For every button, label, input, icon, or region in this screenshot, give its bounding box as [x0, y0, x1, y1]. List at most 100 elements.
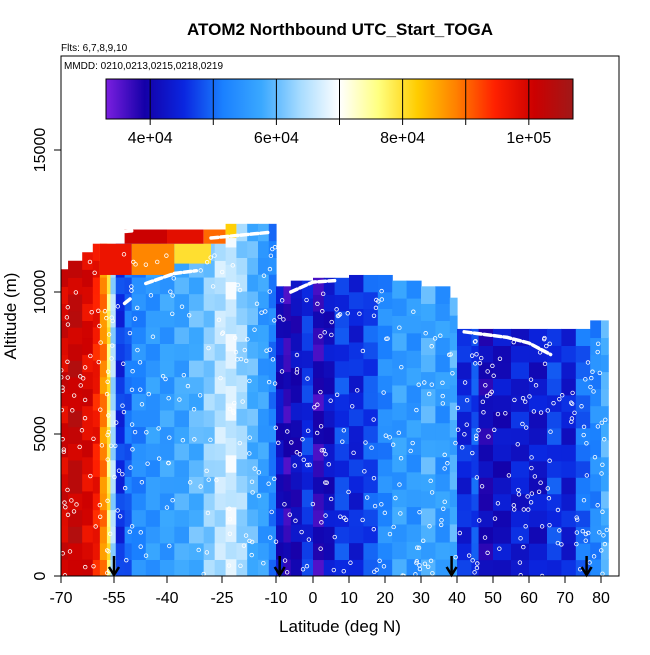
sample-dot	[417, 509, 422, 515]
sample-dot	[208, 437, 213, 443]
sample-dot	[428, 558, 434, 564]
heatmap-cell	[110, 443, 117, 461]
sample-dot	[520, 395, 526, 401]
heatmap-cell	[115, 459, 126, 477]
heatmap-cell	[590, 490, 602, 509]
heatmap-cell	[247, 374, 259, 393]
heatmap-cell	[145, 310, 161, 328]
heatmap-cell	[301, 489, 314, 508]
sample-dot	[528, 500, 534, 505]
heatmap-cell	[82, 558, 94, 576]
heatmap-cell	[529, 378, 548, 396]
heatmap-cell	[449, 541, 458, 560]
sample-dot	[320, 291, 326, 297]
sample-dot	[529, 455, 534, 460]
heatmap-cell	[68, 426, 83, 444]
sample-dot	[289, 440, 294, 445]
sample-dot	[464, 397, 470, 403]
heatmap-cell	[82, 405, 94, 424]
sample-dot	[79, 428, 85, 433]
sample-dot	[603, 417, 608, 423]
heatmap-cell	[590, 422, 602, 441]
heatmap-cell	[349, 442, 364, 460]
sample-dot	[321, 448, 327, 453]
heatmap-cell	[99, 360, 108, 378]
heatmap-cell	[115, 492, 126, 511]
heatmap-cell	[159, 310, 175, 328]
heatmap-cell	[493, 378, 512, 396]
heatmap-cell	[174, 360, 190, 378]
heatmap-cell	[159, 343, 175, 361]
heatmap-cell	[290, 489, 303, 508]
heatmap-cell	[115, 409, 126, 428]
heatmap-cell	[110, 542, 117, 560]
heatmap-cell	[547, 510, 562, 528]
sample-dot	[533, 383, 539, 388]
heatmap-cell	[236, 307, 248, 326]
sample-dot	[545, 408, 550, 413]
sample-dot	[139, 480, 145, 485]
heatmap-cell	[363, 341, 379, 360]
heatmap-cell	[283, 473, 292, 492]
sample-dot	[252, 327, 257, 332]
heatmap-cell	[203, 492, 216, 511]
heatmap-cell	[421, 405, 436, 424]
sample-dot	[526, 507, 531, 512]
heatmap-cell	[131, 526, 147, 544]
heatmap-cell	[68, 493, 83, 511]
heatmap-cell	[92, 260, 101, 278]
heatmap-cell	[225, 350, 237, 369]
colorbar-tick-label: 6e+04	[254, 130, 299, 147]
heatmap-cell	[145, 559, 161, 576]
x-tick-label: -40	[155, 590, 178, 607]
sample-dot	[574, 530, 580, 535]
heatmap-cell	[363, 425, 379, 443]
heatmap-cell	[82, 439, 94, 458]
heatmap-cell	[313, 526, 325, 544]
heatmap-cell	[363, 492, 379, 510]
heatmap-cell	[575, 427, 591, 445]
heatmap-cell	[225, 223, 237, 239]
sample-dot	[472, 570, 477, 575]
heatmap-cell	[590, 439, 602, 458]
sample-dot	[315, 301, 320, 307]
heatmap-cell	[92, 409, 101, 428]
sample-dot	[453, 554, 458, 560]
heatmap-cell	[92, 509, 101, 527]
sample-dot	[548, 429, 553, 434]
sample-dot	[585, 360, 591, 365]
heatmap-cell	[349, 509, 364, 527]
heatmap-cell	[323, 526, 336, 544]
sample-dot	[442, 466, 447, 471]
heatmap-cell	[392, 471, 408, 490]
sample-dot	[381, 390, 386, 395]
heatmap-cell	[561, 477, 577, 495]
flight-track	[462, 330, 553, 357]
sample-dot	[497, 546, 502, 551]
heatmap-cell	[421, 473, 436, 492]
heatmap-cell	[258, 458, 270, 476]
sample-dot	[398, 511, 403, 516]
heatmap-cell	[421, 422, 436, 441]
sample-dot	[87, 259, 93, 265]
heatmap-cell	[511, 543, 530, 561]
heatmap-cell	[247, 475, 259, 493]
sample-dot	[323, 452, 328, 457]
sample-dot	[377, 558, 382, 563]
heatmap-cell	[214, 376, 227, 394]
heatmap-cell	[529, 460, 548, 478]
heatmap-cell	[561, 543, 577, 561]
sample-dot	[65, 487, 70, 493]
colorbar-tick-label: 8e+04	[380, 130, 425, 147]
heatmap-cell	[159, 409, 175, 428]
sample-dot	[600, 462, 605, 468]
heatmap-cell	[214, 276, 227, 295]
sample-dot	[132, 429, 138, 435]
heatmap-cell	[392, 541, 408, 560]
flight-marker-arrowhead	[273, 566, 286, 578]
heatmap-cell	[189, 376, 205, 394]
heatmap-cell	[529, 427, 548, 445]
heatmap-cell	[247, 458, 259, 476]
heatmap-cell	[145, 476, 161, 494]
heatmap-cell	[435, 439, 451, 458]
